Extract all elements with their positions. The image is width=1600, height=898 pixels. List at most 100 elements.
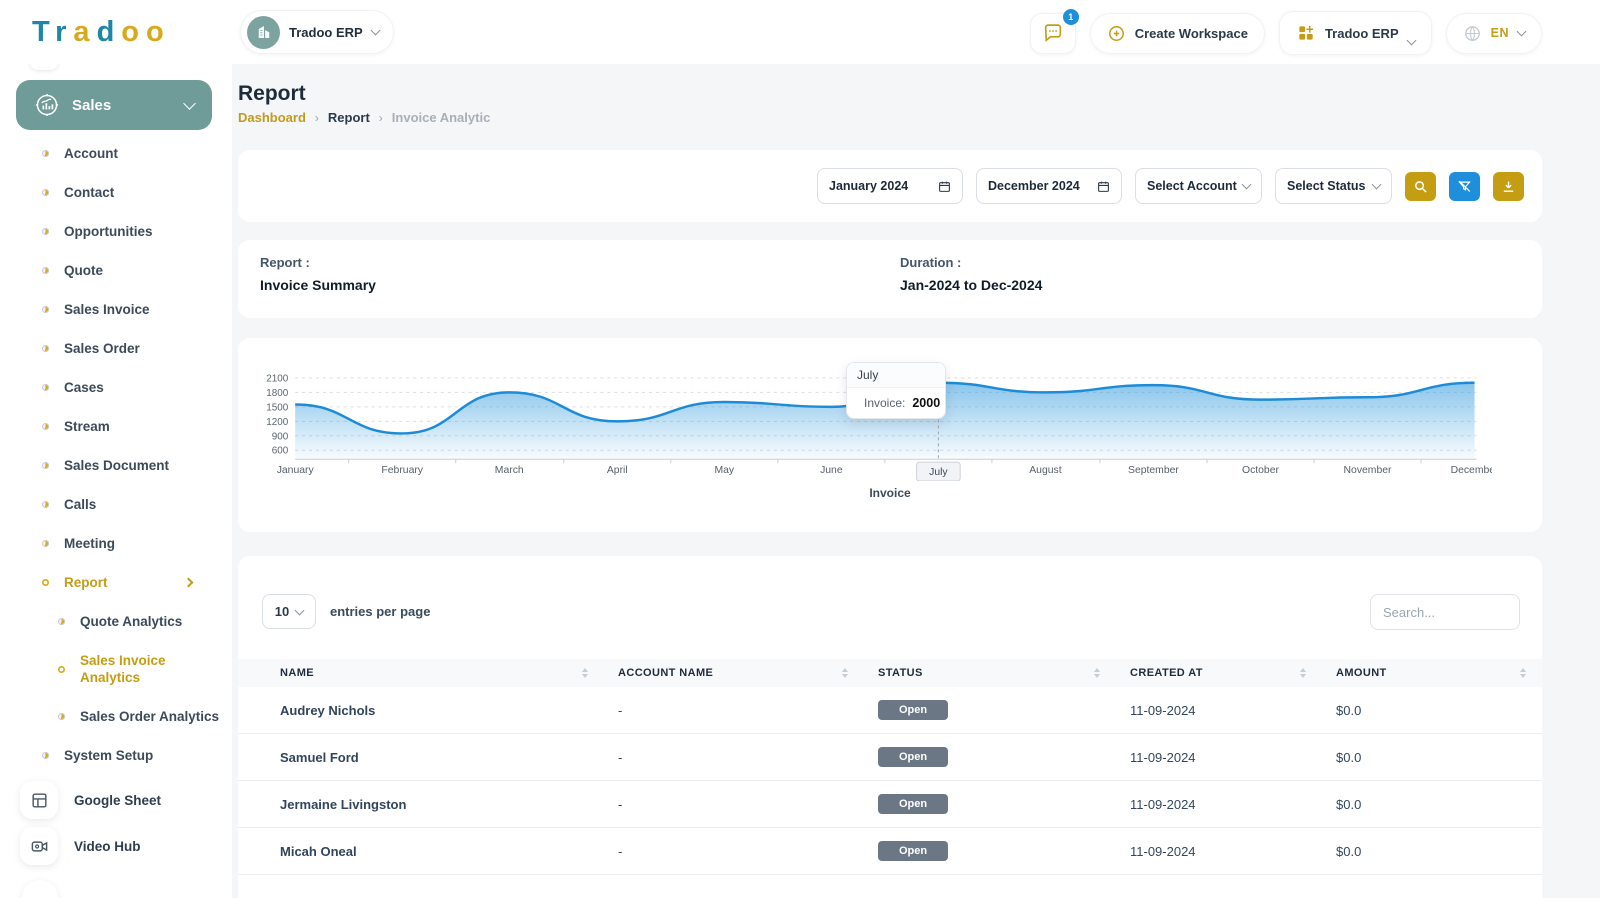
sidebar-section-label: Sales bbox=[72, 96, 112, 114]
sidebar-item-video-hub[interactable]: Video Hub bbox=[20, 825, 232, 867]
download-button[interactable] bbox=[1493, 171, 1524, 201]
sidebar-item-system-setup[interactable]: System Setup bbox=[0, 736, 232, 775]
workspace-grid-icon bbox=[1299, 25, 1314, 40]
table-header: NAME ACCOUNT NAME STATUS CREATED AT AMOU… bbox=[238, 659, 1542, 687]
table-row[interactable]: Samuel Ford - Open 11-09-2024 $0.0 bbox=[238, 734, 1542, 781]
sidebar-item-sales-document[interactable]: Sales Document bbox=[0, 446, 232, 485]
logo-letter: o bbox=[146, 16, 171, 48]
sidebar-item-sales-invoice-analytics[interactable]: Sales Invoice Analytics bbox=[0, 641, 232, 697]
sidebar-partial-item bbox=[22, 880, 58, 898]
bullet-icon bbox=[42, 752, 49, 759]
sidebar-item-sales-order-analytics[interactable]: Sales Order Analytics bbox=[0, 697, 232, 736]
sidebar-item-label: Sales Order bbox=[64, 341, 140, 356]
bullet-icon bbox=[58, 713, 65, 720]
date-from-input[interactable]: January 2024 bbox=[817, 168, 963, 204]
sidebar-item-label: Contact bbox=[64, 185, 115, 200]
sidebar-item-contact[interactable]: Contact bbox=[0, 173, 232, 212]
column-header-status[interactable]: STATUS bbox=[878, 667, 1130, 679]
column-header-created-at[interactable]: CREATED AT bbox=[1130, 667, 1336, 679]
sidebar-item-label: Meeting bbox=[64, 536, 116, 551]
chevron-down-icon bbox=[1406, 35, 1417, 46]
column-header-account-name[interactable]: ACCOUNT NAME bbox=[618, 667, 878, 679]
sidebar-item-label: System Setup bbox=[64, 748, 154, 763]
breadcrumb-dashboard[interactable]: Dashboard bbox=[238, 110, 306, 125]
filter-row: January 2024 December 2024 Select Accoun… bbox=[817, 168, 1524, 204]
report-summary-card: Report : Invoice Summary Duration : Jan-… bbox=[238, 240, 1542, 318]
create-workspace-label: Create Workspace bbox=[1134, 25, 1248, 41]
brand-logo[interactable]: Tradoo bbox=[32, 16, 171, 49]
report-summary: Report : Invoice Summary bbox=[260, 255, 376, 293]
tooltip-title: July bbox=[847, 363, 945, 388]
sort-icon[interactable] bbox=[1300, 668, 1306, 678]
sidebar-section-sales[interactable]: Sales bbox=[16, 80, 212, 130]
workspace-selector[interactable]: Tradoo ERP bbox=[240, 10, 394, 54]
bullet-icon bbox=[42, 150, 49, 157]
x-tick-label: March bbox=[495, 465, 524, 476]
sort-icon[interactable] bbox=[1094, 668, 1100, 678]
tooltip-body: Invoice: 2000 bbox=[847, 388, 945, 418]
status-select[interactable]: Select Status bbox=[1275, 168, 1392, 204]
sidebar-item-sales-order[interactable]: Sales Order bbox=[0, 329, 232, 368]
sidebar-item-label: Sales Invoice bbox=[64, 302, 150, 317]
cell-amount: $0.0 bbox=[1336, 702, 1362, 718]
sidebar-item-account[interactable]: Account bbox=[0, 134, 232, 173]
org-switcher-button[interactable]: Tradoo ERP bbox=[1278, 11, 1432, 55]
sidebar: Sales Account Contact Opportunities Quot… bbox=[0, 54, 232, 898]
y-tick-label: 600 bbox=[272, 446, 289, 457]
sidebar-item-opportunities[interactable]: Opportunities bbox=[0, 212, 232, 251]
create-workspace-button[interactable]: Create Workspace bbox=[1089, 12, 1265, 54]
workspace-avatar bbox=[247, 15, 280, 49]
sidebar-item-stream[interactable]: Stream bbox=[0, 407, 232, 446]
search-button[interactable] bbox=[1405, 171, 1436, 201]
bullet-icon bbox=[42, 462, 49, 469]
breadcrumb-report[interactable]: Report bbox=[327, 110, 370, 125]
cell-account-name: - bbox=[618, 843, 623, 859]
logo-letter: d bbox=[96, 16, 122, 48]
sidebar-item-sales-invoice[interactable]: Sales Invoice bbox=[0, 290, 232, 329]
sidebar-item-google-sheet[interactable]: Google Sheet bbox=[20, 779, 232, 821]
page-size-select[interactable]: 10 bbox=[262, 594, 316, 629]
chat-button[interactable]: 1 bbox=[1029, 8, 1079, 54]
cell-amount: $0.0 bbox=[1336, 796, 1362, 812]
date-to-input[interactable]: December 2024 bbox=[976, 168, 1122, 204]
sidebar-item-calls[interactable]: Calls bbox=[0, 485, 232, 524]
invoice-table-card: 10 entries per page NAME ACCOUNT NAME ST… bbox=[238, 556, 1542, 898]
sales-chart-icon bbox=[35, 93, 59, 117]
column-header-amount[interactable]: AMOUNT bbox=[1336, 667, 1542, 679]
sidebar-item-quote[interactable]: Quote bbox=[0, 251, 232, 290]
x-tick-label: February bbox=[381, 465, 423, 476]
chat-icon bbox=[1044, 24, 1061, 43]
column-header-name[interactable]: NAME bbox=[280, 667, 618, 679]
sort-icon[interactable] bbox=[842, 668, 848, 678]
table-row[interactable]: Jermaine Livingston - Open 11-09-2024 $0… bbox=[238, 781, 1542, 828]
account-select[interactable]: Select Account bbox=[1135, 168, 1262, 204]
status-badge: Open bbox=[878, 747, 949, 767]
table-search-input[interactable] bbox=[1370, 594, 1520, 630]
sort-icon[interactable] bbox=[1520, 668, 1526, 678]
org-name: Tradoo ERP bbox=[1324, 25, 1399, 41]
sidebar-item-report[interactable]: Report bbox=[0, 563, 232, 602]
sort-icon[interactable] bbox=[582, 668, 588, 678]
video-icon bbox=[20, 827, 58, 865]
bullet-icon bbox=[42, 540, 49, 547]
status-select-value: Select Status bbox=[1287, 179, 1366, 193]
duration-value: Jan-2024 to Dec-2024 bbox=[900, 277, 1043, 293]
table-row[interactable]: Audrey Nichols - Open 11-09-2024 $0.0 bbox=[238, 687, 1542, 734]
bullet-icon bbox=[42, 228, 49, 235]
cell-name: Micah Oneal bbox=[280, 843, 357, 859]
language-selector[interactable]: EN bbox=[1445, 12, 1542, 54]
cell-created-at: 11-09-2024 bbox=[1130, 702, 1196, 718]
sidebar-item-label: Video Hub bbox=[74, 838, 141, 854]
cell-account-name: - bbox=[618, 749, 623, 765]
sidebar-item-quote-analytics[interactable]: Quote Analytics bbox=[0, 602, 232, 641]
chevron-down-icon bbox=[1371, 179, 1382, 190]
sidebar-item-meeting[interactable]: Meeting bbox=[0, 524, 232, 563]
sidebar-item-label: Account bbox=[64, 146, 118, 161]
chart-legend[interactable]: Invoice bbox=[869, 486, 911, 500]
sidebar-item-cases[interactable]: Cases bbox=[0, 368, 232, 407]
bullet-icon bbox=[58, 665, 65, 673]
table-row[interactable]: Micah Oneal - Open 11-09-2024 $0.0 bbox=[238, 828, 1542, 875]
clear-filter-button[interactable] bbox=[1449, 171, 1480, 201]
logo-letter: r bbox=[55, 16, 74, 48]
chart-tooltip: July Invoice: 2000 bbox=[846, 362, 946, 419]
